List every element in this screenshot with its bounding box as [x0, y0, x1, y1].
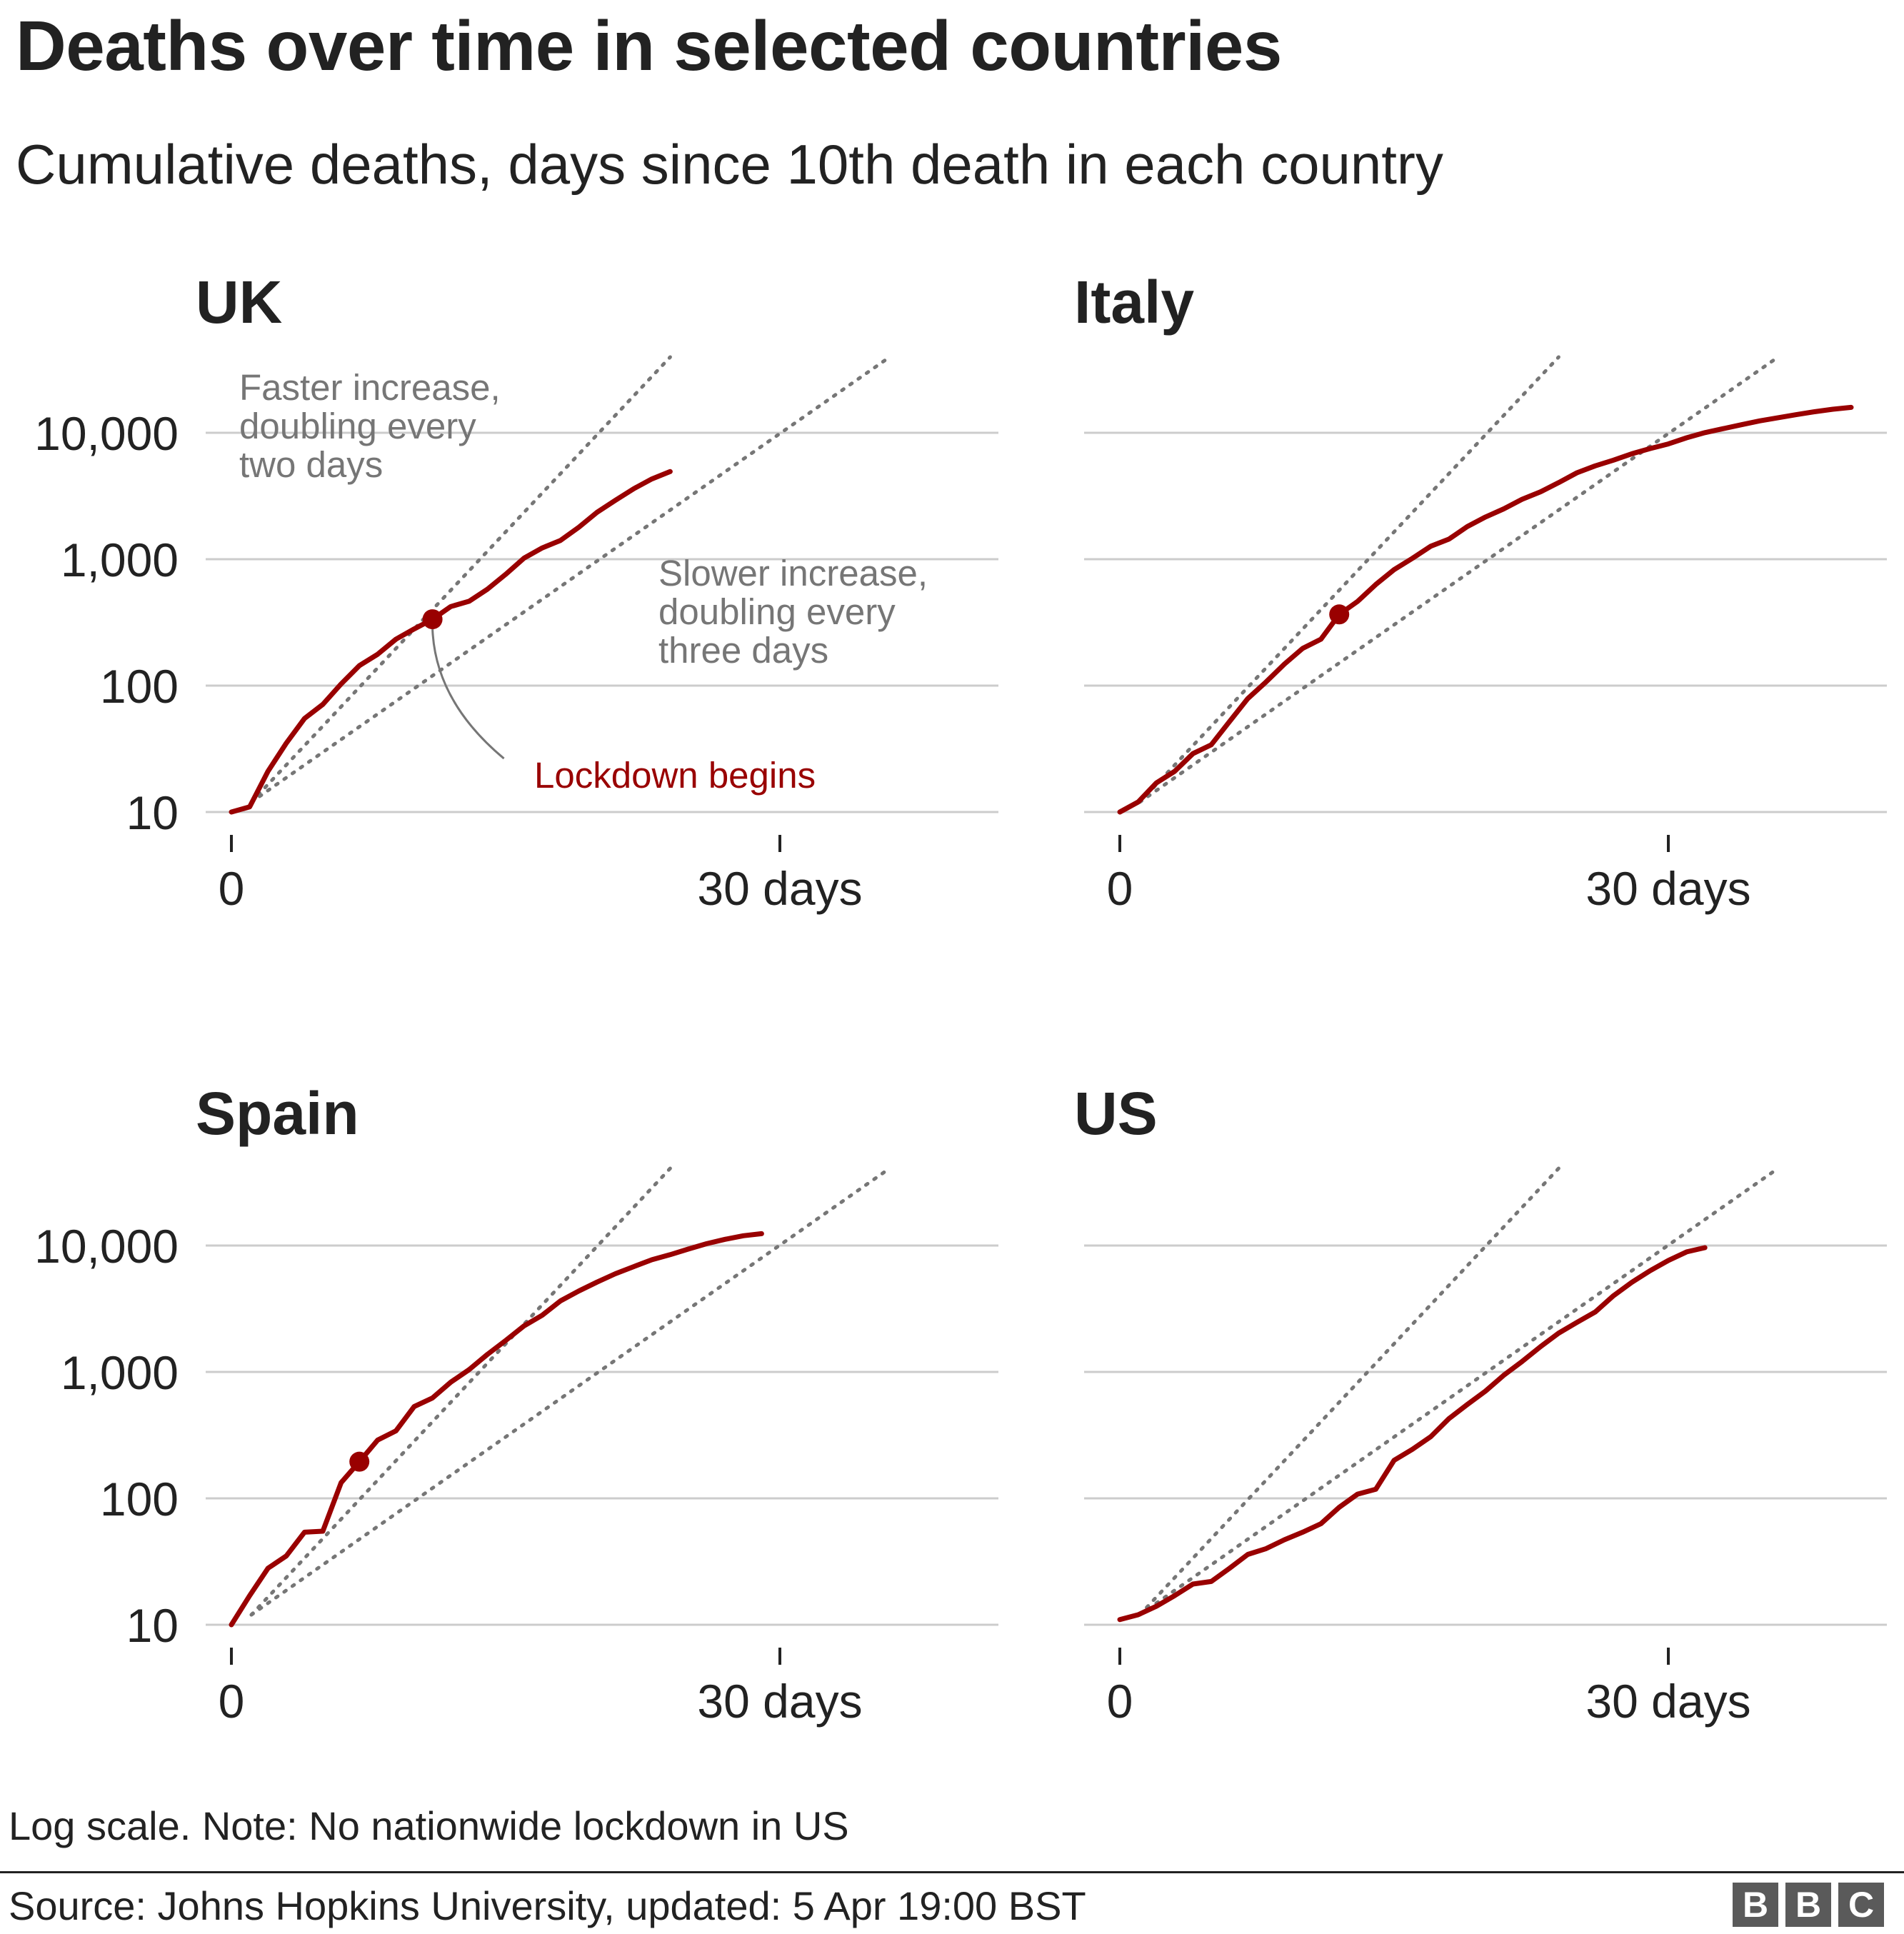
doubling-reference-line	[249, 1166, 892, 1617]
chart-title: Deaths over time in selected countries	[16, 6, 1282, 85]
doubling-reference-line	[1138, 355, 1780, 804]
series-line	[1117, 404, 1854, 815]
x-tick-label: 30 days	[1585, 862, 1750, 915]
chart-panel-us: US 0 30 days	[1074, 1080, 1887, 1728]
y-tick-label: 100	[100, 660, 179, 713]
faster-increase-annotation: two days	[239, 444, 383, 485]
chart-panel-spain: Spain 10 100 1,000 10,000 0 30 days	[34, 1080, 998, 1728]
bbc-logo-letter: B	[1785, 1883, 1831, 1927]
bbc-logo-letter: B	[1733, 1883, 1778, 1927]
x-tick-label: 0	[1107, 1675, 1133, 1728]
doubling-reference-line	[249, 355, 892, 804]
chart-panel-italy: Italy 0 30 days	[1074, 269, 1887, 915]
bbc-logo-letter: C	[1838, 1883, 1884, 1927]
scale-note: Log scale. Note: No nationwide lockdown …	[9, 1803, 849, 1848]
y-tick-label: 10,000	[34, 407, 179, 460]
lockdown-marker	[1329, 604, 1350, 625]
x-tick-label: 0	[1107, 862, 1133, 915]
footer-divider	[0, 1871, 1904, 1873]
y-tick-label: 10	[126, 786, 179, 839]
panel-title: Italy	[1074, 269, 1194, 336]
bbc-logo: B B C	[1733, 1883, 1884, 1927]
doubling-reference-line	[249, 355, 672, 804]
lockdown-marker	[422, 609, 443, 630]
lockdown-annotation: Lockdown begins	[534, 755, 816, 796]
slower-increase-annotation: three days	[658, 630, 828, 671]
lockdown-marker	[349, 1451, 370, 1472]
chart-subtitle: Cumulative deaths, days since 10th death…	[16, 133, 1443, 196]
series-line	[1117, 1245, 1708, 1623]
x-tick-label: 30 days	[1585, 1675, 1750, 1728]
doubling-reference-line	[1138, 1166, 1560, 1617]
y-tick-label: 100	[100, 1473, 179, 1525]
doubling-reference-line	[1138, 355, 1560, 804]
y-tick-label: 10,000	[34, 1220, 179, 1273]
doubling-reference-line	[1138, 1166, 1780, 1617]
faster-increase-annotation: Faster increase,	[239, 367, 501, 408]
series-line	[229, 1231, 764, 1628]
x-tick-label: 0	[219, 862, 245, 915]
slower-increase-annotation: Slower increase,	[658, 553, 928, 593]
x-tick-label: 30 days	[697, 862, 862, 915]
panel-title: UK	[196, 269, 282, 336]
x-tick-label: 30 days	[697, 1675, 862, 1728]
source-note: Source: Johns Hopkins University, update…	[9, 1883, 1086, 1928]
x-tick-label: 0	[219, 1675, 245, 1728]
lockdown-callout-line	[431, 629, 505, 760]
chart-panel-uk: UK 10 100 1,000 10,000 0 30 days Faster increas…	[34, 269, 998, 915]
y-tick-label: 10	[126, 1599, 179, 1652]
panel-title: Spain	[196, 1080, 359, 1147]
y-tick-label: 1,000	[61, 1346, 179, 1399]
faster-increase-annotation: doubling every	[239, 406, 476, 446]
y-tick-label: 1,000	[61, 533, 179, 586]
series-line	[229, 469, 673, 815]
slower-increase-annotation: doubling every	[658, 591, 896, 632]
doubling-reference-line	[249, 1166, 672, 1617]
panel-title: US	[1074, 1080, 1158, 1147]
